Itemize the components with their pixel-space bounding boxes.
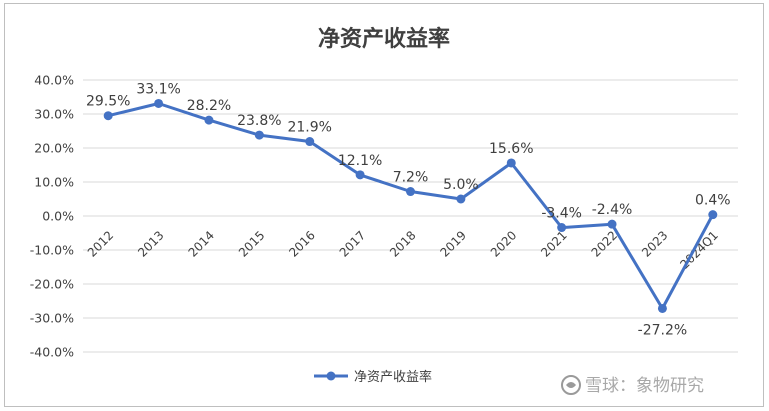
grid (83, 79, 738, 353)
data-label: 33.1% (136, 81, 180, 97)
y-axis: 40.0% 30.0% 20.0% 10.0% 0.0% -10.0% -20.0% -30.… (30, 73, 74, 360)
y-tick-label: 40.0% (34, 73, 74, 88)
x-tick-label: 2012 (85, 228, 116, 259)
x-tick-label: 2023 (639, 228, 670, 259)
x-tick-label: 2018 (387, 228, 418, 259)
x-tick-label: 2017 (337, 228, 368, 259)
data-point (305, 137, 315, 147)
chart-title: 净资产收益率 (318, 26, 450, 52)
data-point (557, 223, 567, 233)
y-tick-label: -40.0% (30, 345, 74, 360)
x-tick-label: 2021 (538, 228, 569, 259)
y-tick-label: -10.0% (30, 243, 74, 258)
data-point (254, 130, 264, 140)
legend-marker-icon (326, 371, 336, 381)
chart-frame (4, 3, 764, 407)
x-tick-label: 2014 (186, 228, 217, 259)
data-label: 23.8% (237, 113, 281, 129)
snowball-logo-icon (561, 375, 581, 395)
data-label: 0.4% (695, 193, 731, 209)
data-label: -2.4% (592, 202, 633, 218)
data-point (406, 187, 415, 197)
data-label: 5.0% (443, 177, 479, 193)
x-tick-label: 2020 (488, 228, 519, 259)
y-tick-label: 20.0% (34, 141, 74, 156)
y-tick-label: -30.0% (30, 311, 74, 326)
data-point (154, 98, 164, 108)
data-label: 7.2% (393, 170, 429, 186)
data-label: 21.9% (287, 120, 331, 136)
data-point (607, 219, 617, 229)
y-tick-label: 0.0% (42, 209, 74, 224)
watermark-text: 雪球：象物研究 (585, 376, 704, 396)
x-tick-label: 2019 (438, 228, 469, 259)
data-point (355, 170, 365, 180)
data-point (456, 194, 466, 204)
data-label: -27.2% (638, 322, 688, 338)
data-point (103, 111, 113, 121)
data-label: -3.4% (541, 206, 582, 222)
data-point (506, 158, 516, 168)
data-label: 28.2% (187, 98, 231, 114)
x-tick-label: 2013 (135, 228, 166, 259)
y-tick-label: 30.0% (34, 107, 74, 122)
x-tick-label: 2022 (589, 228, 620, 259)
y-tick-label: 10.0% (34, 175, 74, 190)
x-tick-label: 2015 (236, 228, 267, 259)
y-tick-label: -20.0% (30, 277, 74, 292)
watermark: 雪球：象物研究 (561, 375, 704, 396)
data-label: 29.5% (86, 94, 130, 110)
data-labels: 29.5% 33.1% 28.2% 23.8% 21.9% 12.1% 7.2% 5.0% 15… (86, 81, 731, 338)
legend-entry: 净资产收益率 (354, 369, 432, 385)
x-tick-label: 2016 (286, 228, 317, 259)
data-point (657, 303, 667, 313)
legend: 净资产收益率 (314, 369, 432, 385)
data-label: 15.6% (489, 141, 533, 157)
data-label: 12.1% (338, 153, 382, 169)
data-point (204, 115, 214, 125)
data-point (708, 210, 718, 220)
series-line (103, 98, 718, 313)
